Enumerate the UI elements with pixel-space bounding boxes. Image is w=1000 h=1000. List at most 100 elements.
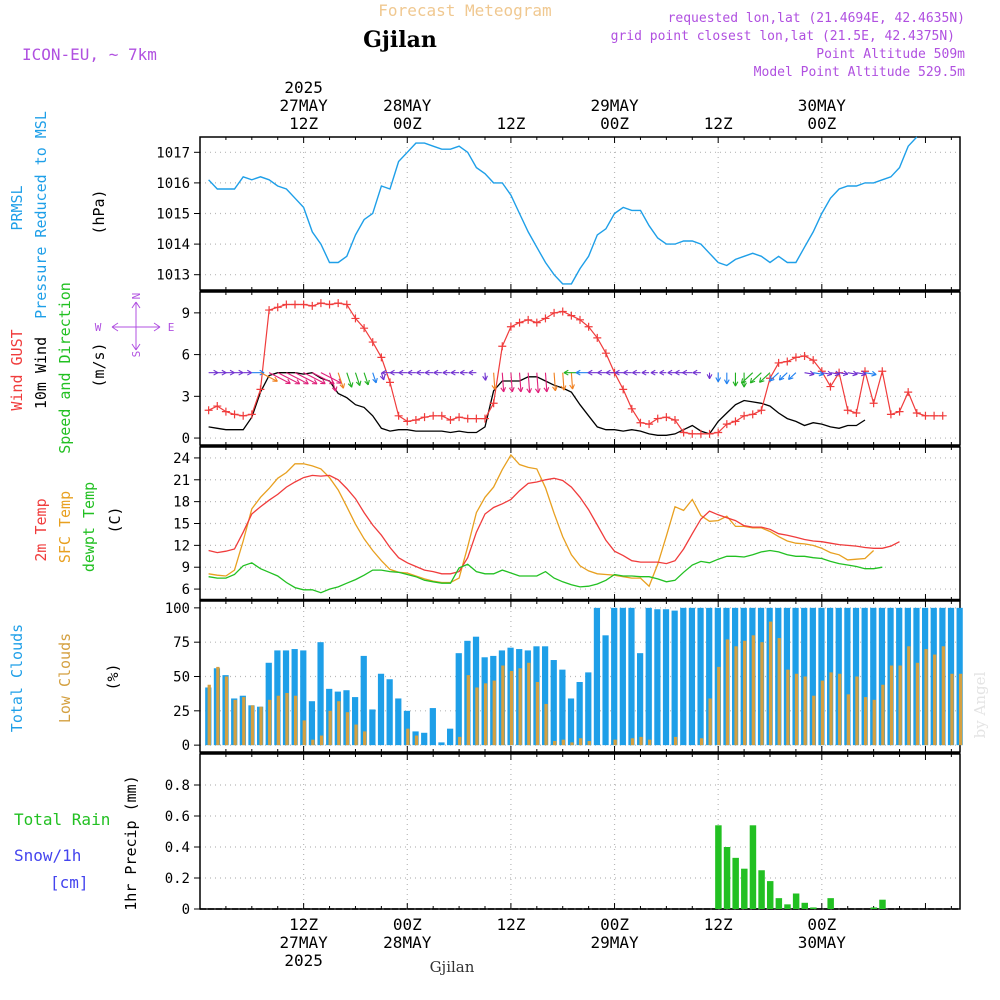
total-clouds-bar [662,609,670,746]
gust-marker [273,303,282,312]
gust-marker [886,410,895,419]
wind-gust-line [208,302,943,435]
low-clouds-bar [354,724,358,746]
y-tick-label: 25 [173,704,190,720]
dewpt-temp-label: dewpt Temp [80,482,98,572]
low-clouds-bar [302,720,306,746]
bottom-time-label: 00Z [600,915,629,934]
wind-arrow [329,372,337,392]
gust-marker [645,420,654,429]
low-clouds-bar [544,703,548,746]
wind-arrowhead [331,386,338,392]
total-clouds-bar [706,607,713,746]
wind-arrowhead [818,370,824,377]
wind-arrowhead [517,387,524,393]
gust-marker [360,324,369,333]
low-clouds-bar [950,673,954,746]
rain-bar [766,881,774,909]
y-tick-label: 12 [173,538,190,554]
wind-arrowhead [569,384,575,390]
gust-marker [446,415,455,424]
wind-arrow [346,372,353,388]
low-clouds-bar [216,666,220,746]
low-clouds-bar [527,662,531,746]
wind-arrow [260,372,278,382]
wind-arrowhead [852,370,858,377]
wind-arrowhead [597,369,603,376]
compass-arrows [111,301,161,351]
wind-arrowhead [229,369,235,376]
low-clouds-bar [406,728,410,746]
gust-marker [256,385,265,394]
bottom-time-label: 00Z [807,915,836,934]
gust-marker [783,357,792,366]
y-tick-label: 0.2 [165,871,190,887]
y-tick-label: 1015 [156,207,190,223]
total-clouds-bar [386,679,393,746]
gust-marker [506,322,515,331]
low-clouds-bar [285,692,289,746]
gust-marker [576,315,584,324]
low-clouds-bar [250,705,255,746]
wind-arrowhead [692,369,698,376]
y-tick-label: 0 [182,431,190,447]
wind-arrow [268,372,291,385]
low-clouds-bar [838,673,842,746]
low-clouds-bar [475,687,479,746]
rain-bar [792,893,800,909]
wind-arrow [847,372,858,375]
wind-arrowhead [632,369,638,376]
wind-arrowhead [247,369,252,376]
bottom-time-label: 12Z [289,915,318,934]
wind-arrowhead [272,376,278,382]
wind-arrowhead [416,369,422,376]
wind-arrowhead [355,380,362,386]
wind-arrowhead [587,369,593,376]
rain-bar [723,847,731,909]
meteogram-title: Forecast Meteogram [378,1,551,20]
wind-arrowhead [285,378,291,385]
total-clouds-bar [844,607,851,746]
gust-marker [843,406,852,415]
wind-arrow [277,372,300,385]
wind-arrowhead [424,369,430,376]
gust-marker [696,429,705,438]
low-clouds-bar [553,741,557,746]
panel-clouds: 0 25 50 75 100 [165,600,963,754]
y-tick-label: 1017 [156,145,190,161]
total-clouds-bar [421,732,428,746]
low-clouds-bar [492,680,496,746]
gust-marker [472,414,481,423]
low-clouds-bar [863,697,868,746]
gust-marker [740,411,749,420]
total-clouds-bar [637,653,644,746]
low-clouds-bar [518,668,522,746]
low-clouds-bar [803,676,807,746]
wind-arrowhead [575,369,581,376]
gust-marker [403,417,412,426]
gust-marker [826,382,835,391]
low-clouds-bar [242,697,246,746]
wind-arrow [813,372,824,375]
gust-marker [299,300,308,309]
total-clouds-bar [300,650,307,746]
wind-arrow [553,372,556,391]
snow-unit-label: [cm] [50,873,89,892]
wind-arrowhead [788,374,794,381]
low-clouds-bar [259,706,263,746]
dewpt-temp-line [208,549,883,594]
y-tick-label: 15 [173,517,190,533]
total-clouds-bar [878,607,886,746]
wind-arrowhead [347,382,354,388]
wind-arrow [856,372,867,375]
rain-label: Total Rain [14,810,110,829]
total-clouds-bar [455,653,462,746]
gust-marker [550,308,559,317]
rain-bar [810,907,817,909]
low-clouds-bar [319,735,324,746]
gust-marker [584,322,593,331]
low-clouds-bar [881,684,885,746]
wind-arrow [303,372,326,385]
snow-label: Snow/1h [14,846,81,865]
